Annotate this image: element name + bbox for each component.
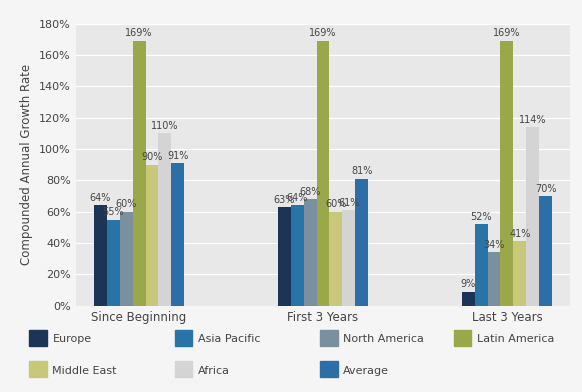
Text: Average: Average <box>343 366 389 376</box>
Bar <box>278 207 291 306</box>
Text: Europe: Europe <box>52 334 91 345</box>
Bar <box>158 133 171 306</box>
Text: 34%: 34% <box>484 240 505 250</box>
Text: 41%: 41% <box>509 229 530 239</box>
Bar <box>355 179 368 306</box>
Text: 64%: 64% <box>286 193 308 203</box>
Text: 68%: 68% <box>300 187 321 197</box>
Bar <box>539 196 552 306</box>
Text: 61%: 61% <box>338 198 360 208</box>
Text: Latin America: Latin America <box>477 334 555 345</box>
Text: Asia Pacific: Asia Pacific <box>198 334 260 345</box>
Bar <box>107 220 120 306</box>
Bar <box>454 330 471 346</box>
Bar <box>488 252 501 306</box>
Text: 9%: 9% <box>461 279 476 289</box>
Text: 52%: 52% <box>470 212 492 222</box>
Bar <box>462 292 475 306</box>
Bar <box>94 205 107 306</box>
Bar <box>175 361 192 377</box>
Text: 70%: 70% <box>535 183 556 194</box>
Text: 55%: 55% <box>102 207 124 217</box>
Bar <box>526 127 539 306</box>
Bar <box>171 163 184 306</box>
Bar <box>329 212 342 306</box>
Bar <box>29 361 47 377</box>
Text: Middle East: Middle East <box>52 366 117 376</box>
Text: 63%: 63% <box>274 194 295 205</box>
Text: 81%: 81% <box>351 166 372 176</box>
Bar <box>317 41 329 306</box>
Text: 90%: 90% <box>141 152 162 162</box>
Bar <box>475 224 488 306</box>
Text: 114%: 114% <box>519 114 546 125</box>
Bar <box>304 199 317 306</box>
Text: 169%: 169% <box>125 28 153 38</box>
Bar <box>29 330 47 346</box>
Bar <box>175 330 192 346</box>
Text: North America: North America <box>343 334 424 345</box>
Text: 64%: 64% <box>90 193 111 203</box>
Text: 110%: 110% <box>151 121 179 131</box>
Bar <box>320 330 338 346</box>
Bar <box>133 41 146 306</box>
Text: 60%: 60% <box>325 199 346 209</box>
Text: 169%: 169% <box>309 28 337 38</box>
Text: 169%: 169% <box>493 28 521 38</box>
Text: 91%: 91% <box>167 151 189 161</box>
Bar <box>501 41 513 306</box>
Bar <box>342 210 355 306</box>
Text: 60%: 60% <box>116 199 137 209</box>
Bar <box>513 241 526 306</box>
Text: Africa: Africa <box>198 366 230 376</box>
Bar <box>291 205 304 306</box>
Bar <box>320 361 338 377</box>
Bar <box>146 165 158 306</box>
Bar <box>120 212 133 306</box>
Y-axis label: Compounded Annual Growth Rate: Compounded Annual Growth Rate <box>20 64 34 265</box>
